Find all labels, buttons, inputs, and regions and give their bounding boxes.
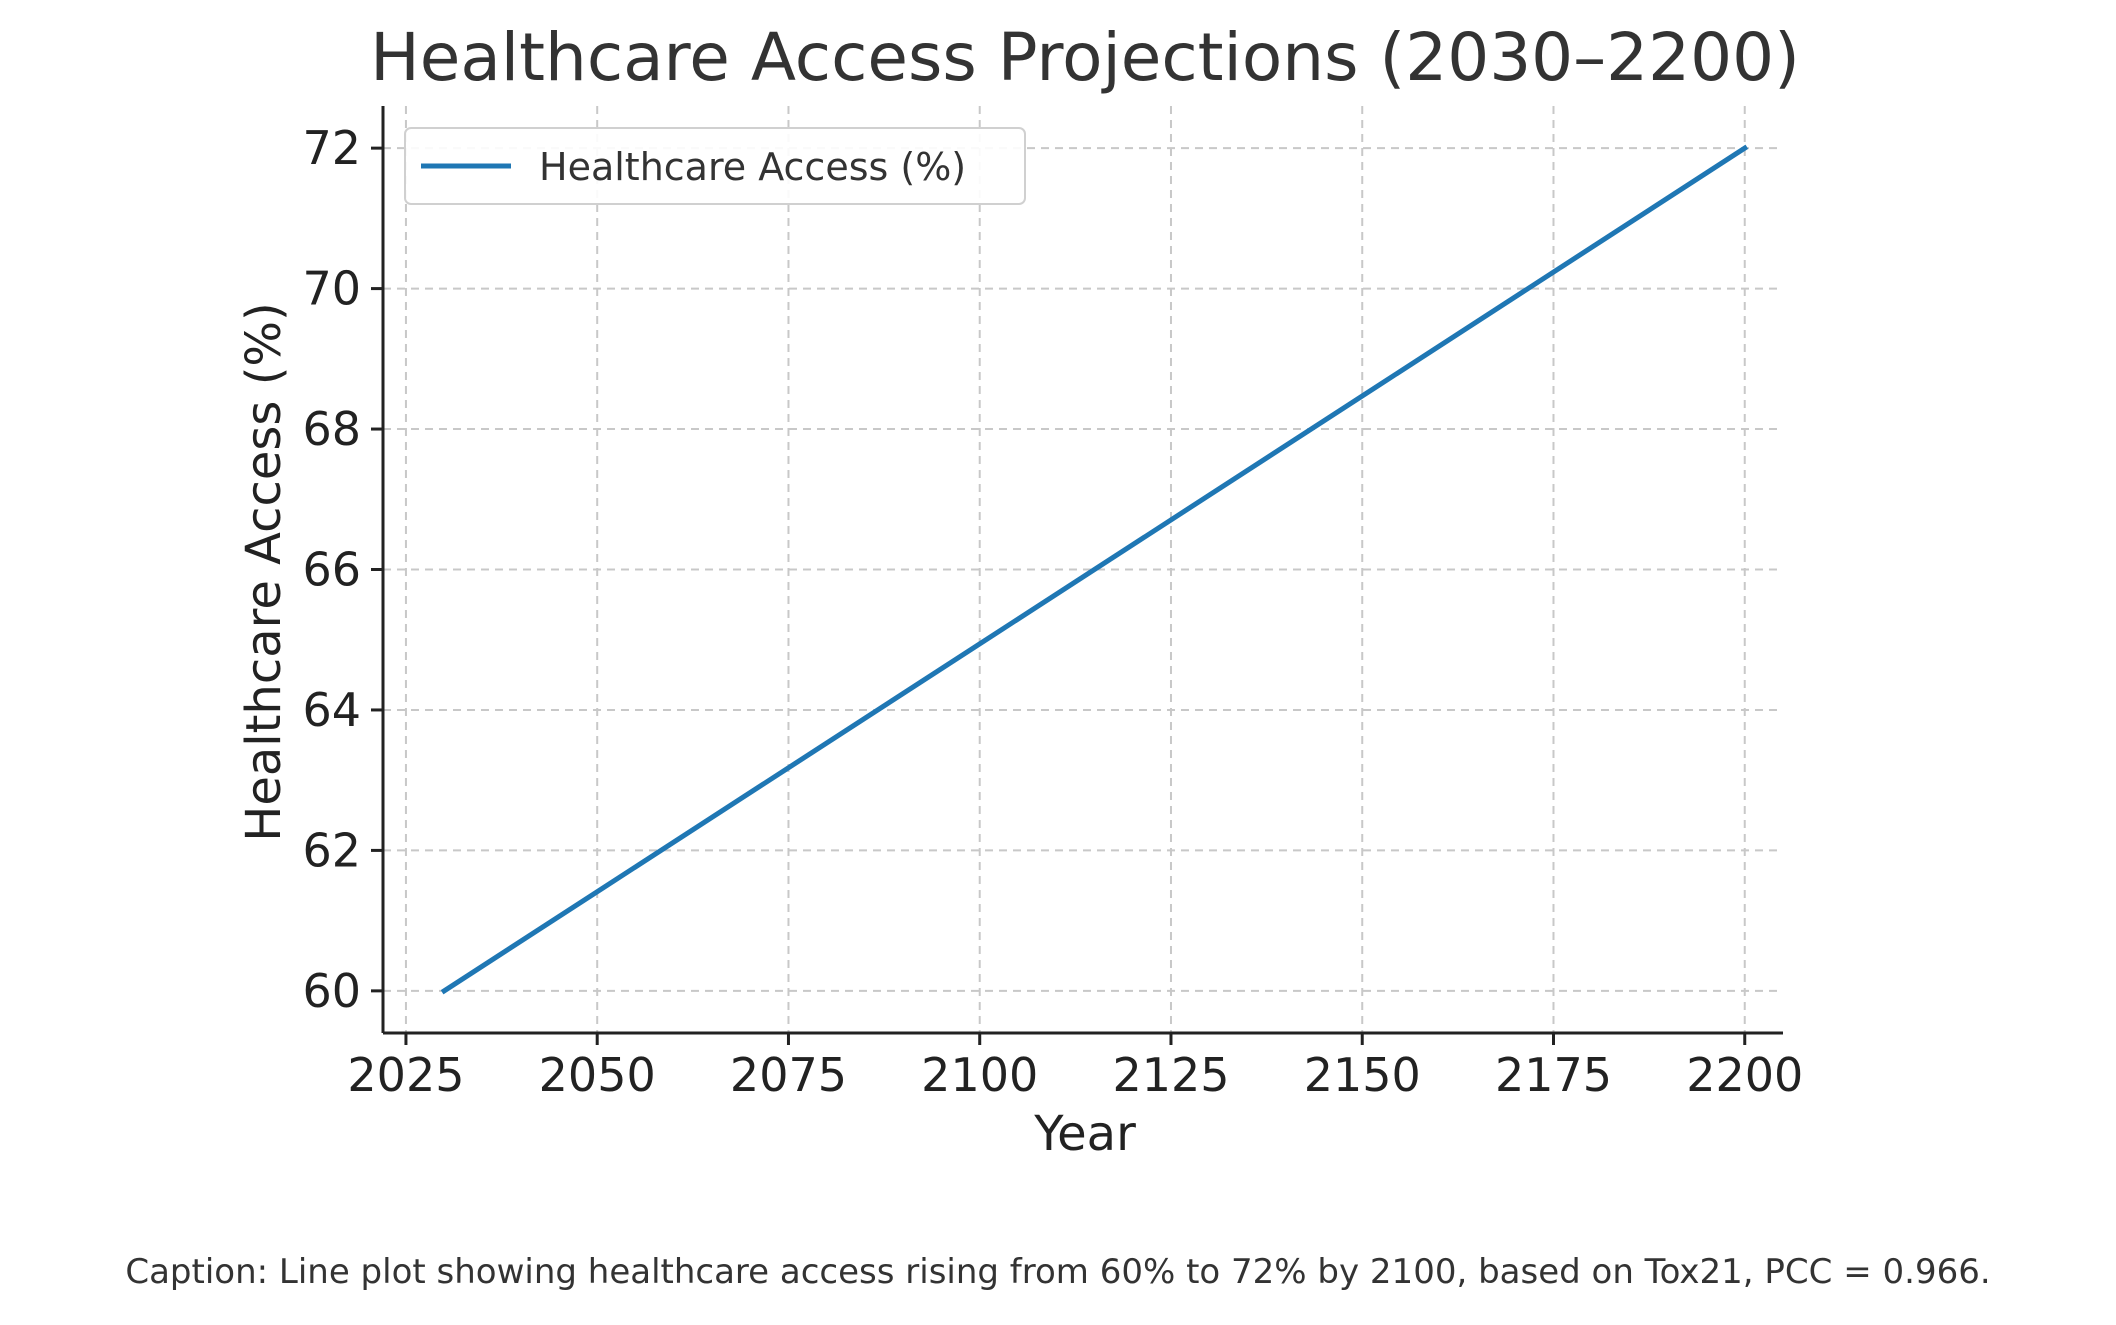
y-axis-label: Healthcare Access (%) [236,302,292,842]
ticks: 2025 2050 2075 2100 2125 2150 2175 2200 60 62 64 66… [302,121,1803,1102]
x-tick-label: 2150 [1304,1048,1421,1102]
legend-box [404,127,1026,205]
x-tick-label: 2175 [1495,1048,1612,1102]
series-layer [440,144,1749,995]
chart-caption: Caption: Line plot showing healthcare ac… [125,1252,1991,1292]
x-tick-label: 2075 [730,1048,847,1102]
x-tick-label: 2200 [1686,1048,1803,1102]
x-tick-label: 2050 [539,1048,656,1102]
x-axis-label: Year [1033,1106,1136,1162]
y-tick-label: 60 [302,964,361,1018]
chart-title: Healthcare Access Projections (2030–2200… [370,19,1800,96]
x-tick-label: 2100 [921,1048,1038,1102]
grid [383,106,1783,1033]
y-tick-label: 68 [302,402,361,456]
legend-label: Healthcare Access (%) [539,145,966,189]
y-tick-label: 64 [302,683,361,737]
series-line [440,144,1749,995]
y-tick-label: 72 [302,121,361,175]
y-tick-label: 62 [302,823,361,877]
y-tick-label: 66 [302,543,361,597]
x-tick-label: 2025 [347,1048,464,1102]
x-tick-label: 2125 [1112,1048,1229,1102]
y-tick-label: 70 [302,262,361,316]
legend: Healthcare Access (%) [404,127,1026,205]
